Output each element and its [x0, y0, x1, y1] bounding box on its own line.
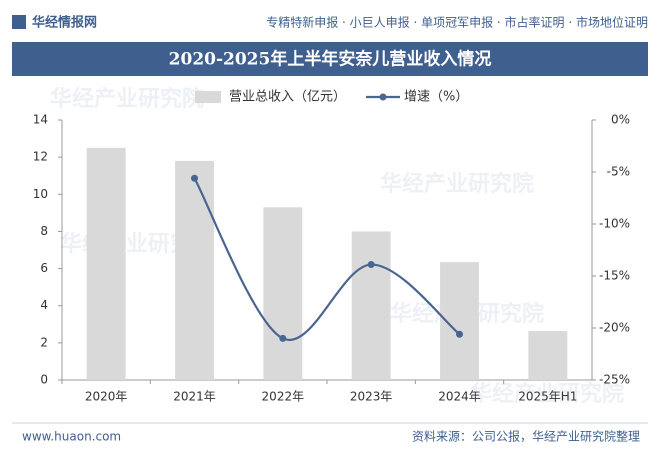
bar: [528, 330, 568, 380]
footer-source: 资料来源：公司公报，华经产业研究院整理: [412, 429, 640, 444]
header-links: 专精特新申报 · 小巨人申报 · 单项冠军申报 · 市占率证明 · 市场地位证明: [266, 15, 648, 30]
bar: [351, 231, 391, 380]
y2-tick-label: -5%: [607, 165, 630, 179]
bar: [86, 147, 126, 380]
y-tick-label: 0: [40, 373, 48, 387]
y2-tick-label: -15%: [599, 269, 630, 283]
line: [193, 177, 461, 342]
title-bar: [12, 42, 648, 76]
y2-tick-label: -25%: [599, 373, 630, 387]
y2-tick-label: 0%: [611, 113, 630, 127]
bar: [263, 207, 303, 380]
y-tick-label: 2: [40, 335, 48, 349]
legend-swatch: [195, 91, 221, 103]
x-tick-label: 2025年H1: [518, 390, 577, 404]
y-tick-label: 6: [40, 261, 48, 275]
y-tick-label: 4: [40, 298, 48, 312]
x-tick-label: 2024年: [438, 390, 481, 404]
line-point: [279, 334, 287, 342]
y2-tick-label: -10%: [599, 217, 630, 231]
line-point: [456, 330, 463, 338]
watermark: 华经产业研究院: [380, 171, 534, 197]
legend-label: 营业总收入（亿元）: [229, 90, 346, 105]
x-tick-label: 2023年: [350, 390, 393, 404]
watermark: 华经产业研究院: [470, 381, 624, 407]
legend-label: 增速（%）: [404, 90, 468, 105]
y-tick-label: 14: [33, 113, 48, 127]
logo: 华经情报网: [32, 15, 97, 31]
footer-url: www.huaon.com: [22, 430, 121, 444]
y2-tick-label: -20%: [599, 321, 630, 335]
y-tick-label: 10: [33, 187, 48, 201]
x-tick-label: 2020年: [85, 390, 128, 404]
logo-icon: [12, 15, 26, 29]
x-tick-label: 2021年: [173, 390, 216, 404]
watermark: 华经产业研究院: [50, 86, 204, 112]
y-tick-label: 12: [33, 150, 48, 164]
chart-title: 2020-2025年上半年安奈儿营业收入情况: [169, 49, 492, 70]
x-tick-label: 2022年: [262, 390, 305, 404]
line-point: [191, 174, 198, 182]
y-tick-label: 8: [40, 224, 48, 238]
line-point: [367, 261, 375, 269]
bar: [175, 160, 214, 380]
legend-swatch: [379, 93, 387, 101]
